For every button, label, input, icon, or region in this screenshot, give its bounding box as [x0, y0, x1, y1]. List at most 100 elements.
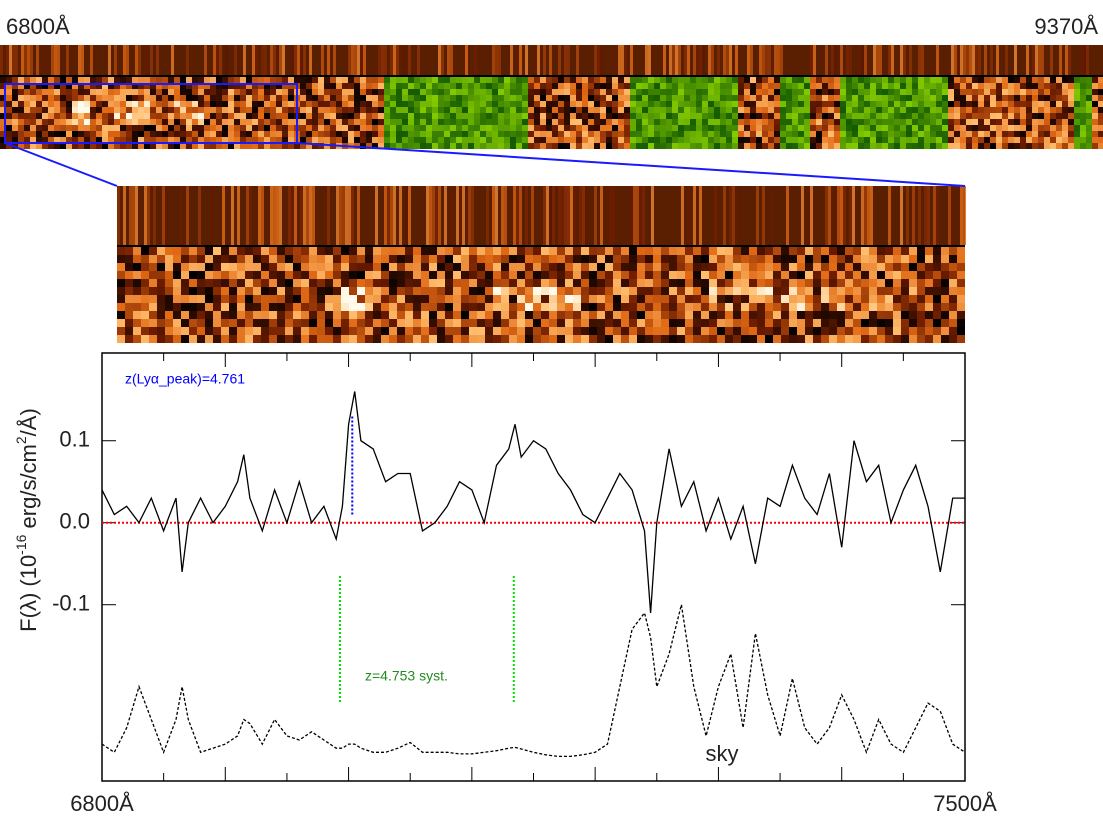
image-pixel	[821, 327, 829, 335]
image-pixel	[1056, 83, 1062, 89]
image-pixel	[636, 131, 642, 137]
image-pixel	[888, 113, 894, 119]
image-pixel	[222, 143, 228, 149]
image-pixel	[186, 137, 192, 143]
image-pixel	[756, 89, 762, 95]
image-pixel	[589, 255, 597, 263]
image-pixel	[396, 113, 402, 119]
image-pixel	[72, 125, 78, 131]
image-pixel	[1038, 89, 1044, 95]
image-stripe	[978, 45, 981, 75]
image-pixel	[677, 335, 685, 343]
image-pixel	[858, 131, 864, 137]
image-pixel	[672, 143, 678, 149]
image-pixel	[1020, 113, 1026, 119]
image-pixel	[246, 131, 252, 137]
image-pixel	[588, 125, 594, 131]
image-pixel	[258, 83, 264, 89]
image-pixel	[605, 295, 613, 303]
image-pixel	[984, 125, 990, 131]
image-pixel	[861, 271, 869, 279]
image-pixel	[948, 95, 954, 101]
image-pixel	[186, 143, 192, 149]
image-pixel	[102, 143, 108, 149]
image-pixel	[570, 77, 576, 83]
image-pixel	[666, 113, 672, 119]
image-pixel	[984, 95, 990, 101]
image-stripe	[861, 186, 864, 245]
image-pixel	[917, 335, 925, 343]
image-pixel	[114, 77, 120, 83]
image-pixel	[756, 125, 762, 131]
image-stripe	[927, 186, 930, 245]
image-pixel	[240, 83, 246, 89]
image-pixel	[48, 101, 54, 107]
image-pixel	[1056, 113, 1062, 119]
image-pixel	[18, 101, 24, 107]
image-pixel	[637, 303, 645, 311]
image-pixel	[84, 113, 90, 119]
image-pixel	[78, 143, 84, 149]
image-pixel	[925, 335, 933, 343]
image-pixel	[885, 271, 893, 279]
image-pixel	[228, 95, 234, 101]
image-pixel	[474, 143, 480, 149]
image-pixel	[132, 137, 138, 143]
image-pixel	[888, 107, 894, 113]
image-pixel	[1026, 125, 1032, 131]
image-pixel	[840, 101, 846, 107]
image-pixel	[36, 131, 42, 137]
image-pixel	[780, 107, 786, 113]
image-pixel	[762, 95, 768, 101]
image-pixel	[685, 311, 693, 319]
image-pixel	[810, 113, 816, 119]
image-stripe	[1041, 45, 1044, 75]
image-stripe	[282, 45, 285, 75]
image-pixel	[48, 107, 54, 113]
image-pixel	[629, 295, 637, 303]
image-pixel	[797, 303, 805, 311]
image-pixel	[117, 327, 125, 335]
image-pixel	[372, 143, 378, 149]
image-pixel	[930, 125, 936, 131]
image-pixel	[942, 119, 948, 125]
image-pixel	[870, 101, 876, 107]
image-pixel	[480, 107, 486, 113]
image-pixel	[1002, 107, 1008, 113]
image-pixel	[330, 107, 336, 113]
image-pixel	[792, 113, 798, 119]
image-pixel	[492, 137, 498, 143]
image-pixel	[709, 287, 717, 295]
image-pixel	[493, 311, 501, 319]
image-pixel	[546, 101, 552, 107]
image-pixel	[432, 101, 438, 107]
image-pixel	[197, 295, 205, 303]
image-pixel	[901, 247, 909, 255]
image-pixel	[1092, 131, 1098, 137]
image-pixel	[565, 303, 573, 311]
image-pixel	[882, 95, 888, 101]
image-pixel	[821, 311, 829, 319]
image-pixel	[918, 95, 924, 101]
image-pixel	[360, 101, 366, 107]
image-pixel	[180, 77, 186, 83]
image-pixel	[174, 113, 180, 119]
image-pixel	[941, 327, 949, 335]
image-stripe	[801, 186, 804, 245]
image-pixel	[234, 89, 240, 95]
image-pixel	[925, 287, 933, 295]
image-pixel	[798, 77, 804, 83]
image-pixel	[341, 255, 349, 263]
image-pixel	[444, 113, 450, 119]
image-pixel	[925, 327, 933, 335]
image-pixel	[810, 77, 816, 83]
image-pixel	[684, 95, 690, 101]
image-pixel	[925, 319, 933, 327]
image-pixel	[597, 327, 605, 335]
image-pixel	[613, 247, 621, 255]
image-pixel	[429, 319, 437, 327]
image-pixel	[349, 327, 357, 335]
image-pixel	[588, 77, 594, 83]
image-pixel	[197, 271, 205, 279]
image-pixel	[168, 143, 174, 149]
